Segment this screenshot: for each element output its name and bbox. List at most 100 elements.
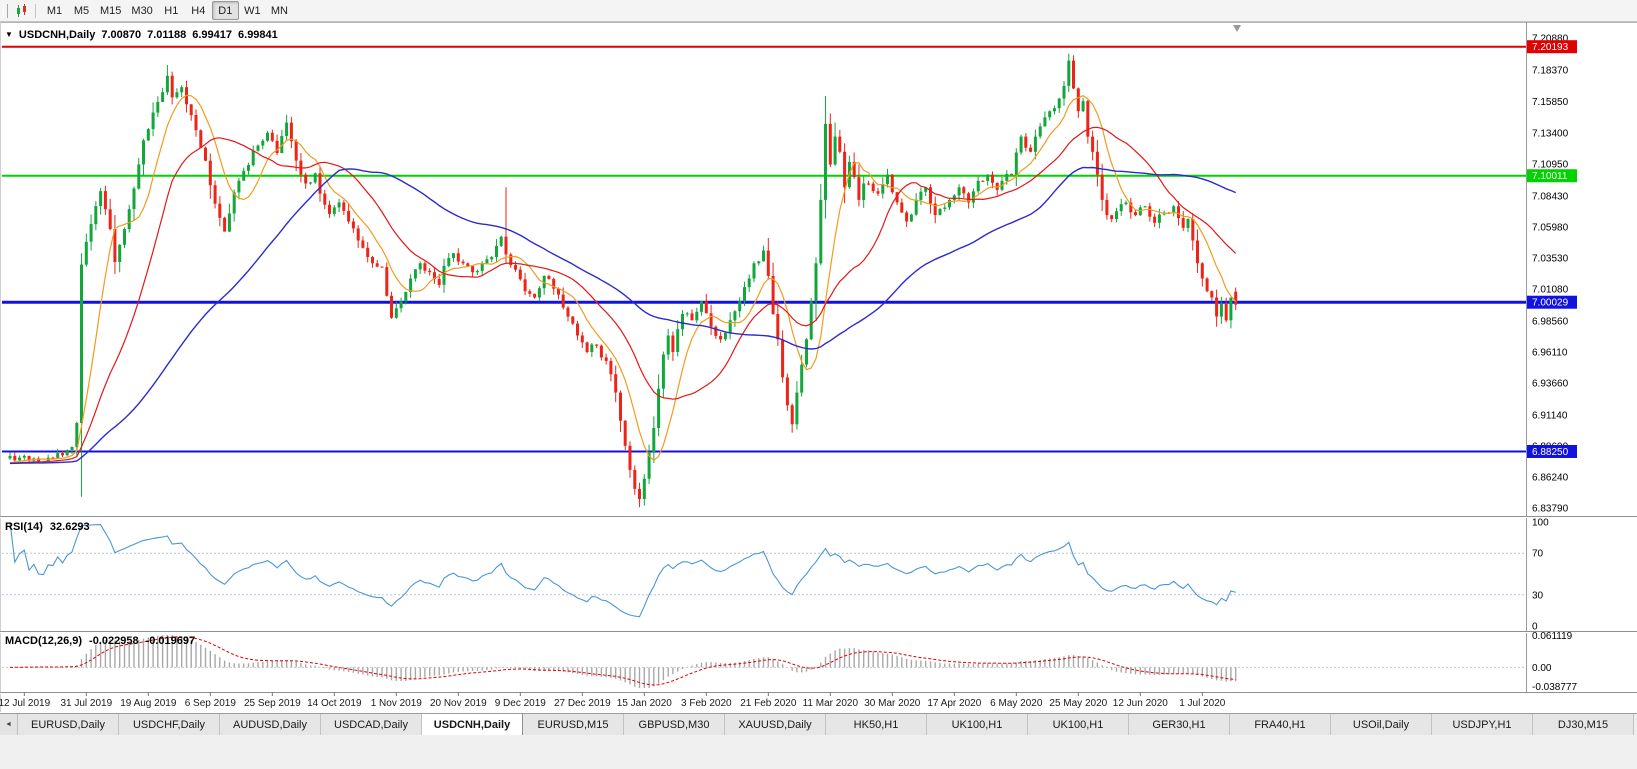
svg-text:-0.038777: -0.038777 [1532,682,1577,693]
chart-tab-dj30-m15[interactable]: DJ30,M15 [1533,714,1634,735]
toolbar-separator [35,3,36,18]
svg-text:27 Dec 2019: 27 Dec 2019 [554,698,611,709]
macd-main-value: -0.022958 [89,635,139,647]
chart-tab-eurusd-m15[interactable]: EURUSD,M15 [523,714,624,735]
date-axis: 12 Jul 2019 31 Jul 2019 19 Aug 2019 6 Sep 2… [0,692,1226,709]
ohlc-low-value: 6.99417 [192,29,233,41]
chart-tab-ger30-h1[interactable]: GER30,H1 [1129,714,1230,735]
svg-text:6.83790: 6.83790 [1532,504,1569,515]
rsi-line [9,521,1236,618]
timeframe-button-m1[interactable]: M1 [41,1,68,20]
timeframe-toolbar: M1 M5 M15 M30 H1 H4 D1 W1 MN [0,0,1637,22]
svg-text:11 Mar 2020: 11 Mar 2020 [803,698,859,709]
svg-text:7.18370: 7.18370 [1532,65,1569,76]
toolbar-grip[interactable] [3,3,8,18]
collapse-triangle-icon: ▼ [5,30,13,39]
svg-text:20 Nov 2019: 20 Nov 2019 [430,698,487,709]
chart-symbol-label: USDCNH,Daily [18,29,96,41]
chart-tab-xauusd-daily[interactable]: XAUUSD,Daily [725,714,826,735]
svg-text:7.05980: 7.05980 [1532,222,1569,233]
svg-text:17 Apr 2020: 17 Apr 2020 [927,698,981,709]
rsi-name: RSI(14) [5,521,43,533]
chart-window: 7.20880 7.18370 7.15850 7.13400 7.10950 7.084… [0,22,1637,713]
svg-text:6 May 2020: 6 May 2020 [990,698,1043,709]
timeframe-button-m15[interactable]: M15 [95,1,126,20]
svg-text:0.00: 0.00 [1532,663,1552,674]
chart-canvas[interactable]: 7.20880 7.18370 7.15850 7.13400 7.10950 7.084… [0,22,1637,713]
svg-text:7.10950: 7.10950 [1532,159,1569,170]
svg-text:6.88250: 6.88250 [1532,447,1569,458]
ohlc-high-value: 7.01188 [147,29,187,41]
macd-signal-value: -0.019697 [145,635,196,647]
chart-tab-fra40-h1[interactable]: FRA40,H1 [1230,714,1331,735]
svg-text:6.91140: 6.91140 [1532,410,1568,421]
svg-text:7.20193: 7.20193 [1532,42,1569,53]
svg-text:12 Jun 2020: 12 Jun 2020 [1113,698,1168,709]
svg-text:7.00029: 7.00029 [1532,298,1569,309]
svg-text:25 May 2020: 25 May 2020 [1049,698,1107,709]
svg-text:7.15850: 7.15850 [1532,97,1569,108]
chart-tab-gbpusd-m30[interactable]: GBPUSD,M30 [624,714,725,735]
svg-text:100: 100 [1532,518,1549,529]
candlestick-glyph [17,3,26,17]
chart-tab-eurusd-daily[interactable]: EURUSD,Daily [18,714,119,735]
svg-text:7.13400: 7.13400 [1532,128,1569,139]
timeframe-button-h4[interactable]: H4 [185,1,212,20]
timeframe-button-mn[interactable]: MN [266,1,293,20]
svg-text:1 Jul 2020: 1 Jul 2020 [1179,698,1226,709]
svg-text:31 Jul 2019: 31 Jul 2019 [60,698,112,709]
chart-tab-audusd-daily[interactable]: AUDUSD,Daily [220,714,321,735]
svg-text:14 Oct 2019: 14 Oct 2019 [307,698,362,709]
timeframe-button-m5[interactable]: M5 [68,1,95,20]
candlestick-chart-icon[interactable] [12,3,32,19]
horizontal-lines [2,45,1526,453]
ma-line-20 [9,126,1237,464]
tab-scroll-left-button[interactable]: ◄ [0,714,18,735]
price-axis: 7.20880 7.18370 7.15850 7.13400 7.10950 7.084… [1527,34,1577,515]
chart-tab-hk50-h1[interactable]: HK50,H1 [826,714,927,735]
ohlc-close-value: 6.99841 [238,29,278,41]
svg-text:1 Nov 2019: 1 Nov 2019 [371,698,423,709]
svg-text:15 Jan 2020: 15 Jan 2020 [617,698,672,709]
chart-tabs: EURUSD,Daily USDCHF,Daily AUDUSD,Daily USDC… [18,714,1634,735]
svg-text:7.10011: 7.10011 [1532,171,1568,182]
svg-text:12 Jul 2019: 12 Jul 2019 [0,698,51,709]
timeframe-button-h1[interactable]: H1 [158,1,185,20]
chart-tab-usoil-daily[interactable]: USOil,Daily [1331,714,1432,735]
svg-text:0.061119: 0.061119 [1532,631,1573,642]
chart-ohlc-readout: ▼ USDCNH,Daily 7.00870 7.01188 6.99417 6… [5,29,278,41]
macd-name: MACD(12,26,9) [5,635,83,647]
rsi-current-value: 32.6293 [49,521,90,533]
chart-tab-usdcad-daily[interactable]: USDCAD,Daily [321,714,422,735]
svg-text:7.03530: 7.03530 [1532,253,1569,264]
chart-tab-usdchf-daily[interactable]: USDCHF,Daily [119,714,220,735]
rsi-indicator-label: RSI(14) 32.6293 [5,521,90,533]
ma-line-55 [9,166,1236,465]
chart-shift-marker [1233,25,1241,32]
svg-text:70: 70 [1532,549,1544,560]
svg-text:0: 0 [1532,622,1538,633]
timeframe-button-w1[interactable]: W1 [239,1,266,20]
svg-text:7.08430: 7.08430 [1532,191,1569,202]
chart-tab-usdcnh-daily[interactable]: USDCNH,Daily [422,714,523,735]
chart-tab-usdjpy-h1[interactable]: USDJPY,H1 [1432,714,1533,735]
status-area [0,735,1637,769]
svg-text:6.93660: 6.93660 [1532,378,1569,389]
chart-tab-uk100-h1[interactable]: UK100,H1 [927,714,1028,735]
svg-text:6 Sep 2019: 6 Sep 2019 [185,698,237,709]
svg-text:19 Aug 2019: 19 Aug 2019 [120,698,177,709]
svg-text:6.86240: 6.86240 [1532,472,1569,483]
timeframe-button-m30[interactable]: M30 [126,1,157,20]
svg-text:30: 30 [1532,590,1544,601]
timeframe-button-d1[interactable]: D1 [211,1,239,20]
timeframe-buttons: M1 M5 M15 M30 H1 H4 D1 W1 MN [41,1,293,20]
macd-indicator-label: MACD(12,26,9) -0.022958 -0.019697 [5,635,195,647]
macd-signal-line [9,636,1236,686]
rsi-panel: 100 70 30 0 [2,518,1549,633]
svg-text:9 Dec 2019: 9 Dec 2019 [495,698,547,709]
svg-text:30 Mar 2020: 30 Mar 2020 [864,698,921,709]
chart-tab-uk100-h1[interactable]: UK100,H1 [1028,714,1129,735]
chart-tab-bar: ◄ EURUSD,Daily USDCHF,Daily AUDUSD,Daily US… [0,713,1637,735]
ma-line-8 [9,94,1237,464]
svg-text:6.96110: 6.96110 [1532,347,1568,358]
